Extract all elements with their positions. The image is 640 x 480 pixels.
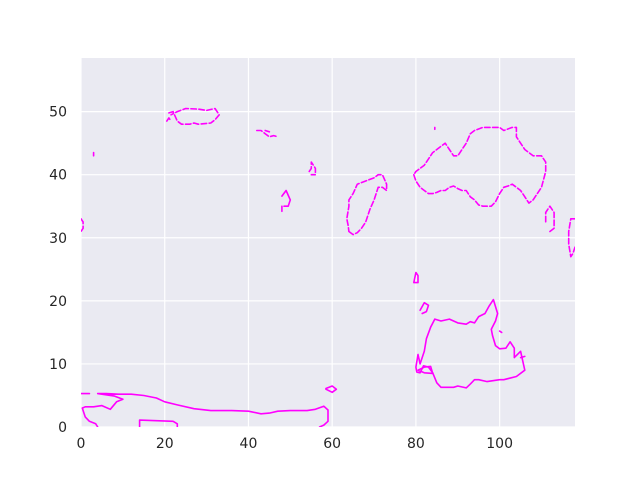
x-tick-label: 0 <box>77 436 86 452</box>
solid-contour-line <box>81 392 329 427</box>
dashed-contour-line <box>412 126 547 207</box>
y-tick-label: 0 <box>58 420 67 436</box>
solid-contour-line <box>415 298 526 389</box>
solid-contour-line <box>325 385 338 394</box>
y-tick-label: 50 <box>49 105 67 121</box>
y-axis-ticks: 0 10 20 30 40 50 <box>49 105 67 436</box>
solid-contour-line <box>417 365 434 375</box>
solid-contour-line <box>519 355 526 359</box>
solid-contour-line <box>81 407 99 427</box>
dashed-contour-line <box>345 173 388 236</box>
dashed-contour-line <box>308 161 317 176</box>
solid-contour-line <box>419 301 430 315</box>
dashed-contour-line <box>264 129 271 133</box>
x-tick-label: 60 <box>323 436 341 452</box>
y-tick-label: 10 <box>49 357 67 373</box>
dashed-contour-line <box>166 117 172 122</box>
dashed-contour-line <box>168 107 220 125</box>
x-tick-label: 100 <box>486 436 513 452</box>
solid-contour-line <box>138 419 179 427</box>
x-tick-label: 20 <box>156 436 174 452</box>
solid-contour-line <box>281 189 292 207</box>
contour-lines <box>81 107 575 427</box>
dashed-contour-line <box>255 129 279 138</box>
solid-contour-line <box>412 271 419 284</box>
dashed-contour-line <box>81 218 84 233</box>
y-tick-label: 30 <box>49 231 67 247</box>
gridlines <box>80 58 575 428</box>
x-tick-label: 80 <box>407 436 425 452</box>
y-tick-label: 20 <box>49 294 67 310</box>
dashed-contour-line <box>567 218 575 258</box>
y-tick-label: 40 <box>49 168 67 184</box>
plot-background <box>81 58 575 427</box>
x-axis-ticks: 0 20 40 60 80 100 <box>77 436 513 452</box>
x-tick-label: 40 <box>240 436 258 452</box>
dashed-contour-line <box>544 205 555 233</box>
solid-contour-line <box>498 330 503 334</box>
